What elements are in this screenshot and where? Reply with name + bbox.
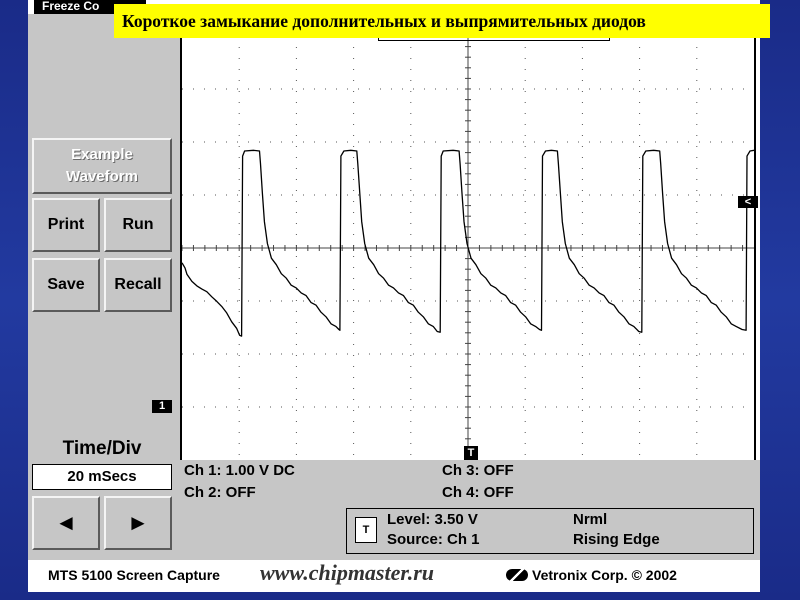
footer: MTS 5100 Screen Capture www.chipmaster.r…	[28, 560, 760, 592]
copyright-text: Vetronix Corp. © 2002	[532, 567, 677, 583]
time-div-value[interactable]: 20 mSecs	[32, 464, 172, 490]
waveform-trace-1	[182, 149, 754, 337]
previous-arrow-button[interactable]: ◄	[32, 496, 100, 550]
trigger-icon: T	[355, 517, 377, 543]
ch3-status: Ch 3: OFF	[442, 462, 514, 479]
trigger-source: Source: Ch 1	[387, 531, 480, 548]
next-arrow-button[interactable]: ►	[104, 496, 172, 550]
trigger-marker: T	[464, 446, 478, 460]
status-panel: Ch 1: 1.00 V DC Ch 2: OFF Ch 3: OFF Ch 4…	[180, 460, 760, 560]
trigger-edge: Rising Edge	[573, 531, 660, 548]
control-panel: Example Waveform Print Run Save Recall T…	[28, 14, 180, 560]
run-button[interactable]: Run	[104, 198, 172, 252]
right-arrow-icon: ►	[127, 510, 149, 535]
example-label-line2: Waveform	[66, 168, 138, 185]
save-button[interactable]: Save	[32, 258, 100, 312]
vendor-copyright: Vetronix Corp. © 2002	[506, 567, 677, 583]
trigger-info-box: T Level: 3.50 V Source: Ch 1 Nrml Rising…	[346, 508, 754, 554]
print-button[interactable]: Print	[32, 198, 100, 252]
time-div-label: Time/Div	[62, 438, 142, 459]
watermark: www.chipmaster.ru	[260, 560, 435, 585]
left-arrow-icon: ◄	[55, 510, 77, 535]
example-waveform-button[interactable]: Example Waveform	[32, 138, 172, 194]
slide-title: Короткое замыкание дополнительных и выпр…	[114, 4, 770, 38]
trigger-level: Level: 3.50 V	[387, 511, 478, 528]
footer-caption: MTS 5100 Screen Capture	[48, 567, 220, 583]
level-marker: <	[738, 196, 758, 208]
vetronix-logo-icon	[506, 569, 528, 581]
ch2-status: Ch 2: OFF	[184, 484, 256, 501]
ch1-status: Ch 1: 1.00 V DC	[184, 462, 295, 479]
ch1-marker: 1	[152, 400, 172, 413]
trigger-mode: Nrml	[573, 511, 608, 528]
waveform-svg	[182, 36, 754, 460]
ch4-status: Ch 4: OFF	[442, 484, 514, 501]
top-readout-box	[378, 36, 610, 41]
recall-button[interactable]: Recall	[104, 258, 172, 312]
waveform-plot	[180, 36, 756, 460]
scope-screen-capture: Freeze Co Example Waveform Print Run Sav…	[28, 0, 760, 592]
example-label-line1: Example	[71, 146, 133, 163]
